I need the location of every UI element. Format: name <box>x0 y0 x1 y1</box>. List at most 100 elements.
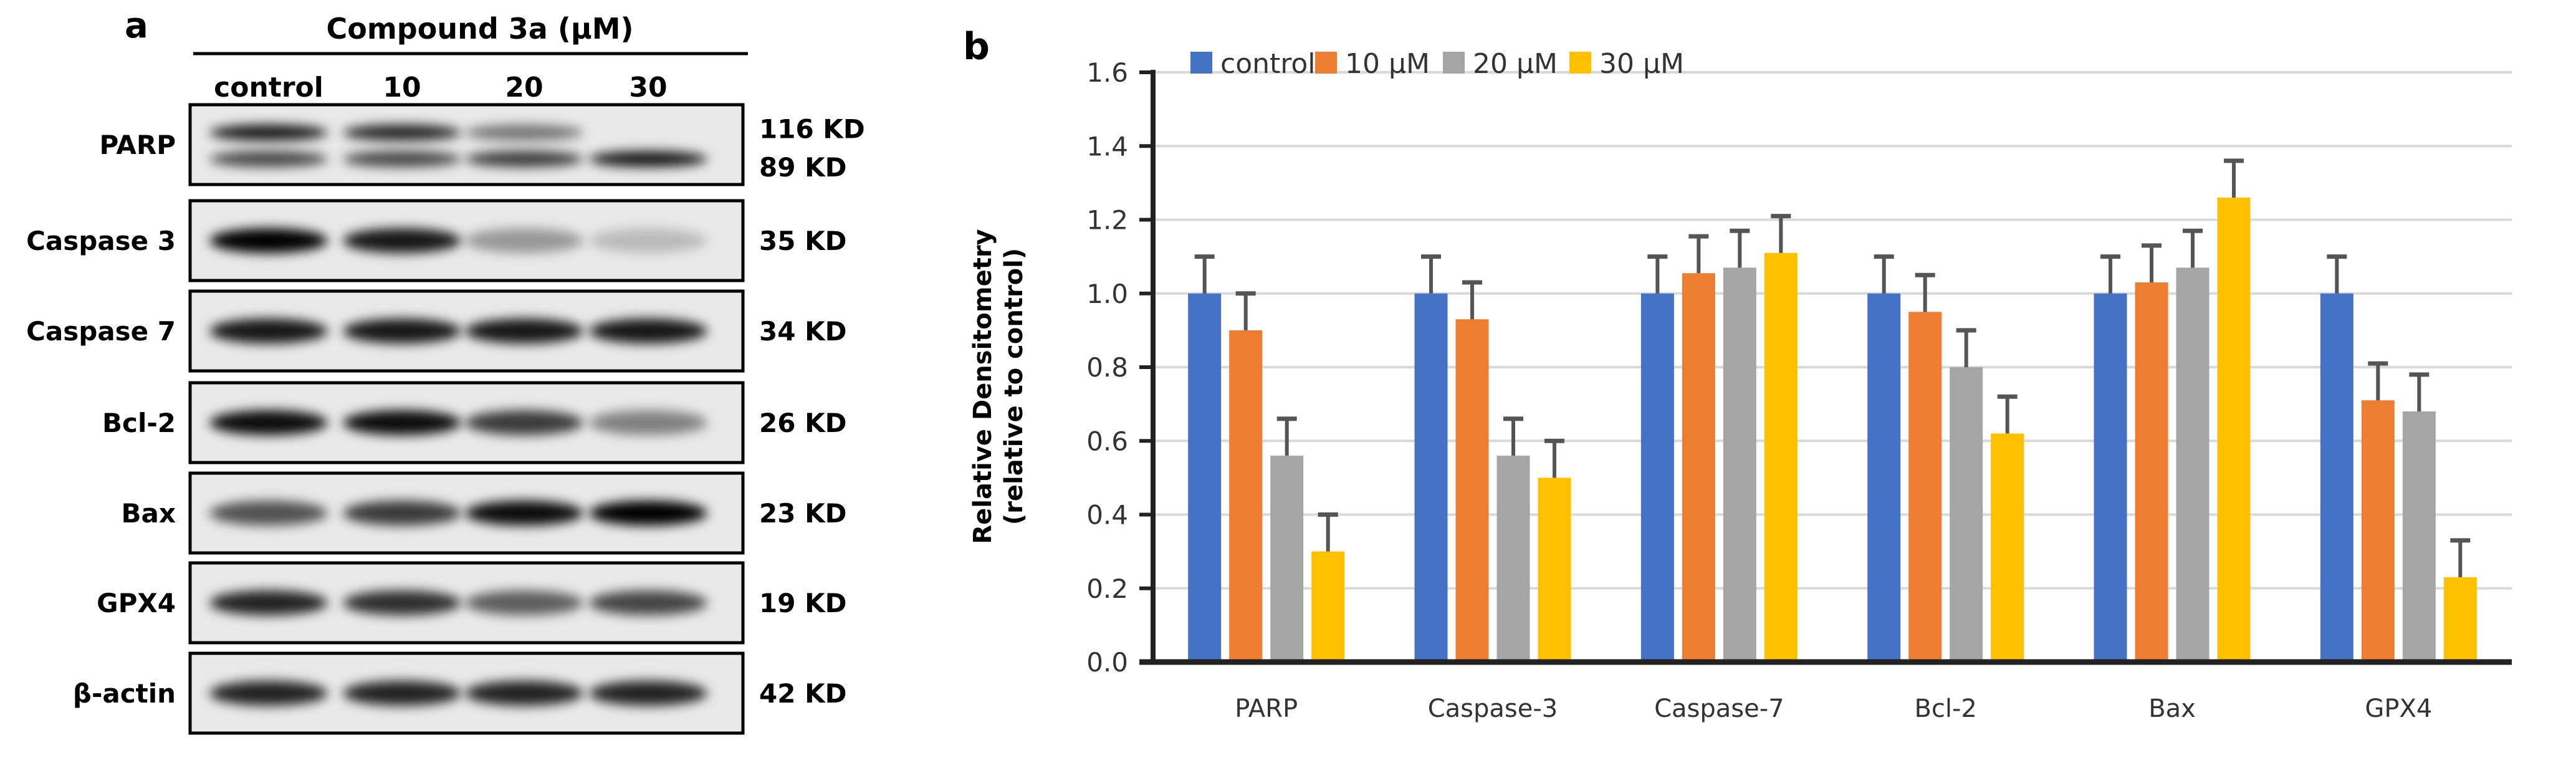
y-axis-label-sub: (relative to control) <box>1000 248 1028 525</box>
y-tick-label: 0.0 <box>1086 647 1128 678</box>
bar-group: Bcl-2 <box>1867 254 2024 723</box>
legend-item: 10 µM <box>1315 48 1430 80</box>
legend-swatch <box>1569 52 1591 74</box>
bar <box>2320 293 2353 662</box>
protein-band <box>465 590 583 615</box>
protein-band <box>343 124 461 141</box>
lane-label: control <box>214 72 323 103</box>
blot-row: β-actin 42 KD <box>73 651 846 735</box>
bar-group: Caspase-7 <box>1640 214 1798 723</box>
legend-item: 20 µM <box>1443 48 1558 80</box>
blot-row: Caspase 3 35 KD <box>26 199 846 282</box>
protein-label: GPX4 <box>97 588 176 618</box>
protein-band <box>209 228 328 253</box>
legend-item: control <box>1190 48 1316 80</box>
bar <box>1640 293 1674 662</box>
protein-band <box>589 410 707 435</box>
protein-band <box>589 151 707 168</box>
protein-band <box>209 681 328 706</box>
molecular-weight-label: 35 KD <box>759 226 846 256</box>
protein-band <box>209 319 328 343</box>
protein-band <box>343 410 461 435</box>
protein-band <box>589 228 707 253</box>
molecular-weight-label: 19 KD <box>759 588 846 618</box>
x-tick-label: Bcl-2 <box>1914 694 1976 723</box>
protein-band <box>343 151 461 168</box>
western-blot-panel: a Compound 3a (µM) control 10 20 30 PARP 116… <box>26 6 865 735</box>
protein-band <box>209 410 328 435</box>
blot-row: Bcl-2 26 KD <box>102 381 846 464</box>
bar <box>1538 478 1571 662</box>
protein-band <box>589 501 707 526</box>
bar <box>1414 293 1448 662</box>
protein-band <box>465 319 583 343</box>
x-tick-label: Caspase-3 <box>1428 694 1558 723</box>
bar-chart-panel: b PARP Caspase-3 Caspase-7 Bcl-2 Bax GPX4 0.0… <box>963 25 2512 723</box>
x-tick-label: Caspase-7 <box>1654 694 1784 723</box>
legend-swatch <box>1315 52 1337 74</box>
bar <box>1229 330 1263 662</box>
protein-band <box>589 319 707 343</box>
legend-item: 30 µM <box>1569 48 1684 80</box>
bar <box>1991 433 2024 662</box>
protein-band <box>465 501 583 526</box>
blot-header: Compound 3a (µM) <box>327 12 634 46</box>
protein-band <box>343 501 461 526</box>
bar <box>1311 551 1345 662</box>
protein-band <box>343 681 461 706</box>
legend-label: 10 µM <box>1345 48 1430 80</box>
bar-group: Caspase-3 <box>1414 254 1571 723</box>
legend-label: control <box>1220 48 1316 80</box>
protein-label: β-actin <box>73 678 176 709</box>
bar <box>2361 400 2395 662</box>
bar <box>1764 252 1798 662</box>
bar <box>1188 293 1222 662</box>
y-tick-label: 1.6 <box>1086 57 1128 88</box>
bar <box>1908 312 1942 662</box>
bar <box>2176 267 2210 662</box>
bar-group: GPX4 <box>2320 254 2477 723</box>
protein-label: PARP <box>99 130 176 160</box>
bar <box>1455 319 1489 662</box>
legend-label: 20 µM <box>1473 48 1558 80</box>
legend-label: 30 µM <box>1599 48 1684 80</box>
bar <box>1867 293 1901 662</box>
blot-row: Bax 23 KD <box>122 471 846 555</box>
bar <box>1496 455 1530 662</box>
y-tick-label: 1.2 <box>1086 205 1128 236</box>
y-tick-label: 0.6 <box>1086 426 1128 456</box>
y-tick-label: 0.8 <box>1086 352 1128 383</box>
protein-label: Bcl-2 <box>102 408 176 438</box>
bar <box>2094 293 2127 662</box>
molecular-weight-label: 116 KD <box>759 113 865 144</box>
protein-band <box>465 228 583 253</box>
bar <box>1723 267 1756 662</box>
protein-band <box>589 590 707 615</box>
lane-label: 20 <box>505 72 543 103</box>
blot-image <box>188 103 745 186</box>
protein-band <box>209 501 328 526</box>
x-tick-label: GPX4 <box>2365 694 2432 723</box>
bar-group: Bax <box>2094 158 2251 723</box>
bar <box>2217 198 2251 662</box>
y-tick-label: 0.2 <box>1086 574 1128 604</box>
protein-label: Bax <box>122 498 176 529</box>
protein-band <box>209 124 328 141</box>
molecular-weight-label: 34 KD <box>759 316 846 347</box>
protein-label: Caspase 7 <box>26 316 176 347</box>
blot-row: Caspase 7 34 KD <box>26 289 846 373</box>
molecular-weight-label: 23 KD <box>759 498 846 529</box>
bar <box>2135 282 2168 662</box>
y-tick-label: 1.4 <box>1086 131 1128 161</box>
y-tick-label: 1.0 <box>1086 279 1128 309</box>
legend-swatch <box>1190 52 1212 74</box>
protein-band <box>589 681 707 706</box>
blot-row: GPX4 19 KD <box>97 561 846 645</box>
protein-band <box>209 151 328 168</box>
protein-label: Caspase 3 <box>26 226 176 256</box>
bar <box>1270 455 1304 662</box>
bar <box>2443 577 2477 662</box>
protein-band <box>465 124 583 141</box>
lane-label: 10 <box>383 72 421 103</box>
